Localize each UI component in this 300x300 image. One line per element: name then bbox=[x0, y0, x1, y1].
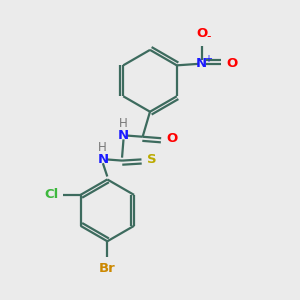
Text: -: - bbox=[206, 30, 211, 43]
Text: N: N bbox=[118, 129, 129, 142]
Text: H: H bbox=[98, 141, 107, 154]
Text: N: N bbox=[97, 153, 109, 166]
Text: +: + bbox=[204, 54, 212, 64]
Text: Br: Br bbox=[99, 262, 116, 275]
Text: Cl: Cl bbox=[44, 188, 59, 201]
Text: O: O bbox=[227, 57, 238, 70]
Text: O: O bbox=[167, 132, 178, 145]
Text: H: H bbox=[118, 117, 127, 130]
Text: O: O bbox=[196, 27, 207, 40]
Text: S: S bbox=[147, 153, 156, 166]
Text: N: N bbox=[196, 57, 207, 70]
